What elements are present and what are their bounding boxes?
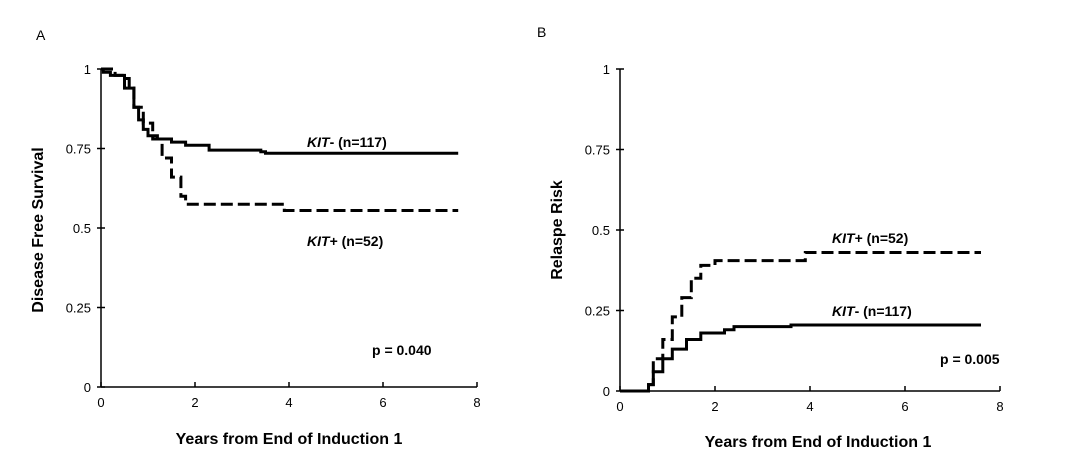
panel-b-x-tick-label: 6: [901, 399, 908, 414]
panel-b-y-tick-label: 0: [603, 384, 610, 399]
panel-a-y-tick-label: 0.5: [73, 221, 91, 236]
panel-a-y-tick-label: 0.75: [66, 142, 91, 157]
panel-a-p-value: p = 0.040: [372, 342, 432, 358]
panel-b-x-tick-label: 4: [806, 399, 813, 414]
legend-gene: KIT: [832, 303, 856, 319]
panel-b-y-tick-label: 1: [603, 62, 610, 77]
panel-a-x-tick-label: 4: [285, 395, 292, 410]
panel-b-curve-kit-neg: [620, 323, 981, 393]
legend-gene: KIT: [307, 134, 331, 150]
legend-group: + (n=52): [855, 230, 909, 246]
panel-b-x-tick-label: 8: [996, 399, 1003, 414]
legend-gene: KIT: [307, 233, 331, 249]
panel-a-x-axis-label: Years from End of Induction 1: [176, 431, 403, 448]
panel-b-curves: [620, 251, 981, 393]
panel-b-x-axis-label: Years from End of Induction 1: [705, 434, 932, 451]
panel-b-y-tick-label: 0.5: [592, 223, 610, 238]
panel-a-y-axis-label: Disease Free Survival: [30, 147, 47, 312]
panel-a-x-tick-label: 8: [473, 395, 480, 410]
panel-b-x-tick-label: 0: [616, 399, 623, 414]
panel-a-y-tick-label: 1: [84, 62, 91, 77]
panel-a-x-tick-label: 2: [191, 395, 198, 410]
panel-b-axes: 0 2 4 6 8 0 0.25 0.5 0.75 1: [585, 62, 1004, 414]
panel-a-curve-kit-pos: [101, 67, 459, 212]
panel-a-x-tick-label: 6: [379, 395, 386, 410]
panel-b-y-tick-label: 0.25: [585, 304, 610, 319]
panel-b-legend-kit-neg: KIT- (n=117): [832, 303, 912, 319]
panel-a-legend-kit-neg: KIT- (n=117): [307, 134, 387, 150]
panel-b-y-axis-label: Relaspe Risk: [549, 180, 566, 280]
panel-b: B 0 2 4 6 8 0 0.25 0.5 0.75 1 Years from End of I…: [537, 24, 1004, 451]
legend-group: - (n=117): [330, 134, 387, 150]
panel-b-p-value: p = 0.005: [940, 351, 1000, 367]
panel-a-y-tick-label: 0: [84, 380, 91, 395]
legend-gene: KIT: [832, 230, 856, 246]
panel-b-curve-kit-pos: [620, 251, 981, 393]
panel-a-axes: 0 2 4 6 8 0 0.25 0.5 0.75 1: [66, 62, 481, 410]
panel-a-y-tick-label: 0.25: [66, 301, 91, 316]
panel-b-x-tick-label: 2: [711, 399, 718, 414]
panel-b-y-tick-label: 0.75: [585, 143, 610, 158]
panel-a: A 0 2 4 6 8 0 0.25 0.5 0.75 1 Years from End of I…: [30, 27, 481, 448]
legend-group: + (n=52): [330, 233, 384, 249]
panel-letter-a: A: [36, 27, 46, 43]
panel-a-curves: [101, 67, 459, 212]
panel-a-legend-kit-pos: KIT+ (n=52): [307, 233, 383, 249]
panel-letter-b: B: [537, 24, 546, 40]
legend-group: - (n=117): [855, 303, 912, 319]
panel-b-legend-kit-pos: KIT+ (n=52): [832, 230, 908, 246]
panel-a-x-tick-label: 0: [97, 395, 104, 410]
panel-a-curve-kit-neg: [101, 67, 459, 155]
